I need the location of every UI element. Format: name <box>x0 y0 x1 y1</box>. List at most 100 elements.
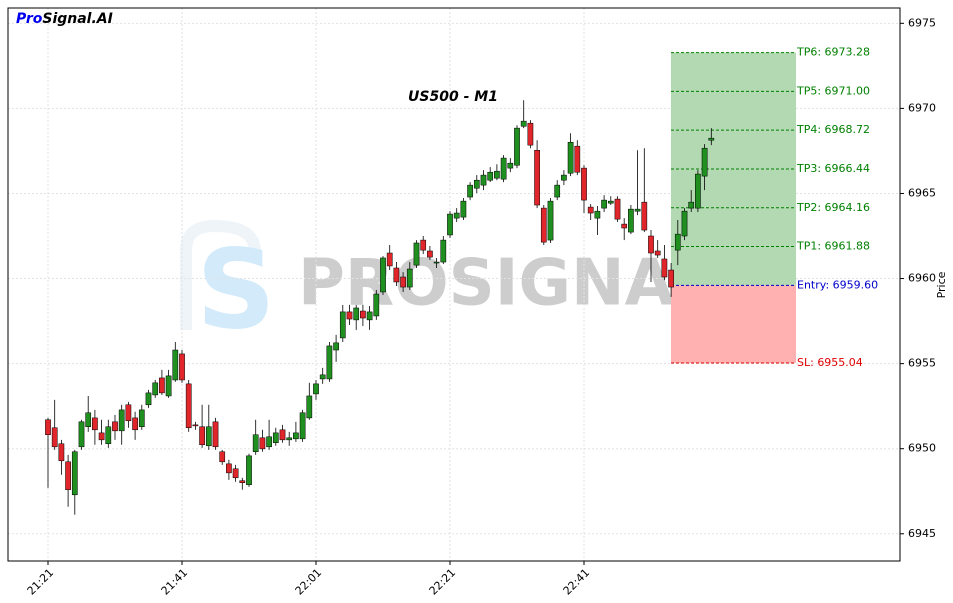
watermark-icon <box>180 219 261 330</box>
candle-body <box>540 207 547 243</box>
candle-body <box>460 200 467 218</box>
y-tick-label: 6945 <box>908 527 936 540</box>
candle-body <box>85 412 92 427</box>
candle-body <box>527 122 534 146</box>
candle-body <box>219 451 226 463</box>
candle-body <box>159 377 165 394</box>
candle-body <box>587 206 594 214</box>
candle-body <box>413 242 420 266</box>
y-tick-label: 6950 <box>908 442 936 455</box>
candle-body <box>487 171 494 181</box>
candle-body <box>293 432 299 440</box>
candle-body <box>641 201 648 231</box>
candle-body <box>165 375 172 397</box>
candle-body <box>453 212 460 219</box>
candle-body <box>547 200 554 241</box>
candle-body <box>561 174 567 181</box>
candle-body <box>447 213 453 236</box>
candle-body <box>319 374 326 380</box>
candle-body <box>594 210 601 219</box>
candle-body <box>654 250 661 256</box>
candle-body <box>420 239 427 251</box>
candle-body <box>306 395 313 419</box>
candle-body <box>138 409 145 427</box>
chart-title: US500 - M1 <box>408 89 498 105</box>
candle-body <box>433 261 440 264</box>
candle-body <box>105 426 112 445</box>
candle-body <box>279 429 286 441</box>
candle-body <box>118 409 125 432</box>
y-tick-label: 6960 <box>908 272 936 285</box>
take-profit-label: TP5: 6971.00 <box>796 84 870 97</box>
candle-body <box>259 437 266 450</box>
candle-body <box>232 468 239 479</box>
candle-body <box>353 307 360 321</box>
candle-body <box>574 145 581 173</box>
candle-body <box>326 345 333 380</box>
candle-body <box>393 267 400 283</box>
candle-body <box>333 342 339 351</box>
candle-body <box>601 199 607 209</box>
candle-body <box>473 179 480 189</box>
candle-body <box>534 149 540 206</box>
candle-body <box>252 434 259 453</box>
candle-body <box>507 162 514 169</box>
candle-body <box>567 142 574 174</box>
candle-body <box>226 463 232 474</box>
candle-body <box>112 421 118 432</box>
loss-zone <box>671 285 796 363</box>
candle-body <box>681 210 688 237</box>
take-profit-label: TP6: 6973.28 <box>796 46 870 59</box>
watermark-text: PROSIGNAL <box>298 247 715 321</box>
candle-body <box>688 201 695 209</box>
candle-body <box>648 235 654 254</box>
take-profit-label: TP4: 6968.72 <box>796 123 870 136</box>
watermark: S PROSIGNAL <box>180 219 715 353</box>
y-tick-label: 6955 <box>908 357 936 370</box>
y-tick-label: 6965 <box>908 186 936 199</box>
candle-body <box>380 257 386 293</box>
take-profit-label: TP3: 6966.44 <box>796 162 870 175</box>
candle-body <box>172 349 179 381</box>
take-profit-label: TP2: 6964.16 <box>796 201 870 214</box>
candle-body <box>674 233 681 251</box>
candle-body <box>554 184 561 198</box>
candle-body <box>607 200 614 204</box>
y-axis-label: Price <box>935 271 948 298</box>
take-profit-label: TP1: 6961.88 <box>796 240 870 253</box>
candle-body <box>78 421 85 448</box>
candle-body <box>92 417 98 431</box>
candle-body <box>366 311 373 321</box>
candle-body <box>339 311 346 339</box>
plot-area: TP1: 6961.88 TP2: 6964.16 TP3: 6966.44 TP4:… <box>8 8 900 561</box>
candle-body <box>373 293 380 317</box>
candle-body <box>185 383 192 429</box>
stop-loss-label: SL: 6955.04 <box>797 356 863 369</box>
entry-label: Entry: 6959.60 <box>797 278 878 291</box>
candle-body <box>58 443 65 462</box>
candle-body <box>71 451 78 496</box>
candle-body <box>286 437 293 441</box>
candle-body <box>51 427 58 448</box>
candle-body <box>661 258 668 278</box>
candle-body <box>299 412 306 440</box>
candle-body <box>132 417 138 431</box>
candle-body <box>45 419 51 435</box>
candle-body <box>480 174 487 186</box>
candle-body <box>634 208 641 212</box>
candle-body <box>427 250 433 258</box>
candle-body <box>621 223 628 229</box>
candle-body <box>205 426 212 447</box>
plot-frame <box>7 7 901 562</box>
candle-body <box>520 120 527 127</box>
candle-body <box>360 310 366 319</box>
candle-body <box>494 170 500 179</box>
candle-body <box>65 461 71 490</box>
candle-body <box>272 432 279 443</box>
logo: ProSignal.AI <box>16 11 113 27</box>
candle-body <box>701 147 708 177</box>
candle-body <box>145 392 152 406</box>
logo-prefix: Pro <box>16 11 43 27</box>
candle-body <box>514 127 520 166</box>
